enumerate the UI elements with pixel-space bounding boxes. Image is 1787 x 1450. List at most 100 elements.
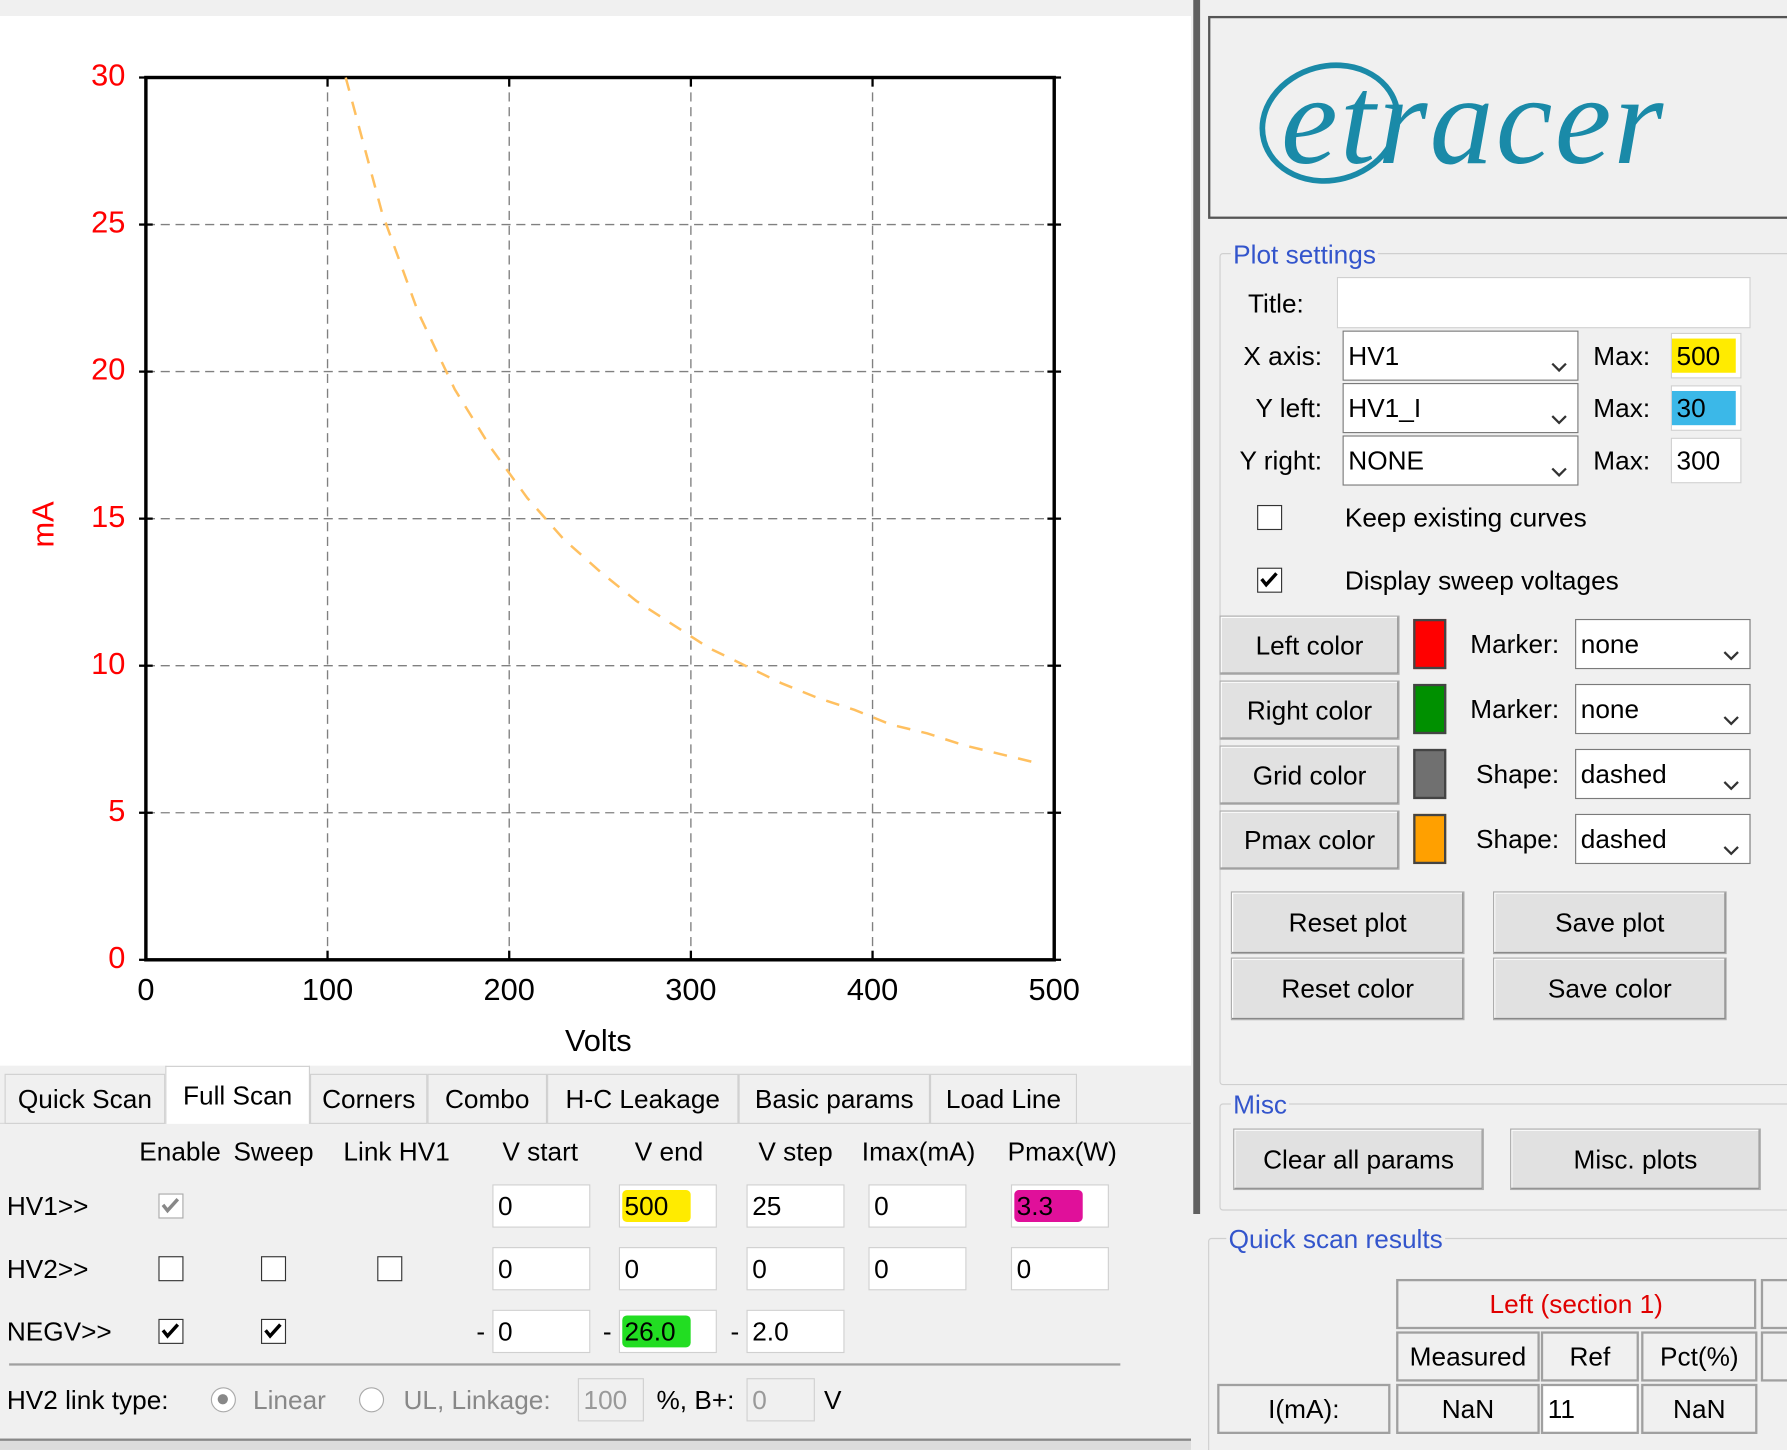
splitter[interactable] bbox=[1193, 0, 1201, 1214]
check-mark bbox=[264, 1323, 282, 1339]
title-field[interactable] bbox=[1336, 276, 1751, 329]
field-label: X axis: bbox=[1243, 340, 1323, 371]
tab[interactable]: H-C Leakage bbox=[547, 1073, 739, 1124]
text-field[interactable]: 0 bbox=[618, 1247, 717, 1291]
max-field[interactable]: 300 bbox=[1670, 437, 1742, 484]
column-header: Sweep bbox=[233, 1136, 314, 1167]
x-axis-label: Volts bbox=[565, 1023, 632, 1058]
text-field[interactable]: 0 bbox=[492, 1247, 591, 1291]
section-header: Left (section 1) bbox=[1396, 1278, 1757, 1330]
linkage-field[interactable]: 100 bbox=[577, 1378, 644, 1422]
color-button[interactable]: Left color bbox=[1219, 615, 1400, 675]
highlight bbox=[622, 1190, 691, 1222]
dropdown-arrow bbox=[1550, 402, 1568, 425]
dropdown[interactable]: dashed bbox=[1575, 813, 1751, 865]
dropdown-arrow bbox=[1722, 833, 1740, 856]
column-header: Imax(mA) bbox=[861, 1136, 976, 1167]
radio-label: UL, Linkage: bbox=[403, 1384, 551, 1415]
dropdown[interactable]: HV1 bbox=[1342, 330, 1579, 381]
text-field[interactable]: 26.0 bbox=[618, 1309, 717, 1354]
row-label: NEGV>> bbox=[6, 1316, 112, 1347]
checkbox[interactable] bbox=[260, 1318, 287, 1344]
unit: V bbox=[824, 1384, 842, 1415]
tab[interactable]: Load Line bbox=[929, 1073, 1078, 1124]
y-tick-label: 5 bbox=[108, 793, 125, 828]
x-tick-label: 500 bbox=[1029, 972, 1080, 1007]
radio[interactable] bbox=[210, 1387, 236, 1413]
dropdown[interactable]: NONE bbox=[1342, 435, 1579, 486]
text-field[interactable]: 0 bbox=[746, 1247, 845, 1291]
button[interactable]: Reset color bbox=[1230, 957, 1465, 1021]
checkbox[interactable] bbox=[158, 1193, 184, 1219]
field-value: 0 bbox=[752, 1253, 767, 1283]
field-value: 0 bbox=[498, 1253, 513, 1283]
text-field[interactable]: 0 bbox=[492, 1309, 591, 1354]
field-value: 500 bbox=[1676, 340, 1721, 370]
button[interactable]: Save plot bbox=[1493, 891, 1727, 955]
y-tick-label: 10 bbox=[91, 646, 125, 681]
y-axis-label: mA bbox=[26, 501, 61, 548]
checkbox-label: Keep existing curves bbox=[1344, 502, 1587, 533]
text-field[interactable]: 25 bbox=[746, 1184, 845, 1228]
text-field[interactable]: 0 bbox=[868, 1247, 967, 1291]
column-header: V step bbox=[758, 1136, 833, 1167]
field-value: 25 bbox=[752, 1190, 782, 1221]
tab[interactable]: Combo bbox=[427, 1073, 548, 1124]
dropdown[interactable]: none bbox=[1575, 618, 1751, 670]
button[interactable]: Save color bbox=[1493, 957, 1727, 1021]
dropdown[interactable]: dashed bbox=[1575, 748, 1751, 800]
link-label: HV2 link type: bbox=[6, 1384, 169, 1415]
text-field[interactable]: 2.0 bbox=[746, 1309, 845, 1354]
pmax-curve bbox=[344, 77, 1037, 764]
color-button[interactable]: Right color bbox=[1219, 680, 1400, 740]
radio-dot bbox=[217, 1394, 228, 1405]
color-button[interactable]: Pmax color bbox=[1219, 810, 1400, 870]
field-value: 0 bbox=[624, 1253, 640, 1283]
result-cell: NaN bbox=[1641, 1383, 1758, 1434]
text-field[interactable]: 500 bbox=[618, 1184, 717, 1228]
column-header: Link HV1 bbox=[343, 1136, 450, 1167]
color-button[interactable]: Grid color bbox=[1219, 745, 1400, 805]
checkbox[interactable] bbox=[1257, 567, 1283, 593]
tab[interactable]: Full Scan bbox=[165, 1065, 310, 1124]
field-label: Max: bbox=[1593, 445, 1651, 476]
x-tick-label: 100 bbox=[302, 972, 353, 1007]
text-field[interactable]: 0 bbox=[1010, 1247, 1109, 1291]
field-value: 0 bbox=[498, 1190, 513, 1221]
text-field[interactable]: 0 bbox=[492, 1184, 591, 1228]
bplus-field[interactable]: 0 bbox=[746, 1378, 815, 1422]
button[interactable]: Reset plot bbox=[1230, 891, 1465, 955]
ref-field[interactable]: 11 bbox=[1540, 1383, 1639, 1434]
dropdown[interactable]: HV1_I bbox=[1342, 383, 1579, 434]
scrollbar[interactable] bbox=[0, 1438, 1191, 1450]
checkbox[interactable] bbox=[158, 1318, 184, 1344]
tab[interactable]: Corners bbox=[309, 1073, 428, 1124]
button[interactable]: Clear all params bbox=[1233, 1128, 1484, 1191]
field-label: Shape: bbox=[1476, 759, 1560, 789]
tab[interactable]: Quick Scan bbox=[4, 1073, 166, 1124]
checkbox[interactable] bbox=[158, 1256, 184, 1282]
checkbox[interactable] bbox=[260, 1256, 287, 1282]
button[interactable]: Misc. plots bbox=[1510, 1128, 1761, 1191]
radio[interactable] bbox=[359, 1387, 385, 1413]
dropdown[interactable]: none bbox=[1575, 683, 1751, 735]
row-label: HV2>> bbox=[6, 1253, 89, 1284]
field-value: 300 bbox=[1676, 445, 1721, 475]
highlight bbox=[622, 1315, 691, 1348]
sign: - bbox=[602, 1316, 612, 1347]
logo-box: etracer bbox=[1208, 15, 1787, 219]
tab[interactable]: Basic params bbox=[738, 1073, 930, 1124]
check-mark bbox=[1260, 572, 1278, 588]
column-header: V start bbox=[502, 1136, 579, 1167]
checkbox[interactable] bbox=[1257, 504, 1283, 531]
column-header: V end bbox=[634, 1136, 704, 1167]
max-field[interactable]: 30 bbox=[1670, 385, 1742, 431]
field-value: 0 bbox=[1016, 1253, 1032, 1283]
field-label: Title: bbox=[1247, 288, 1304, 319]
sign: - bbox=[730, 1316, 740, 1347]
text-field[interactable]: 0 bbox=[868, 1184, 967, 1228]
text-field[interactable]: 3.3 bbox=[1010, 1184, 1109, 1228]
max-field[interactable]: 500 bbox=[1670, 332, 1742, 379]
field-label: Max: bbox=[1593, 340, 1651, 371]
checkbox[interactable] bbox=[377, 1256, 403, 1282]
